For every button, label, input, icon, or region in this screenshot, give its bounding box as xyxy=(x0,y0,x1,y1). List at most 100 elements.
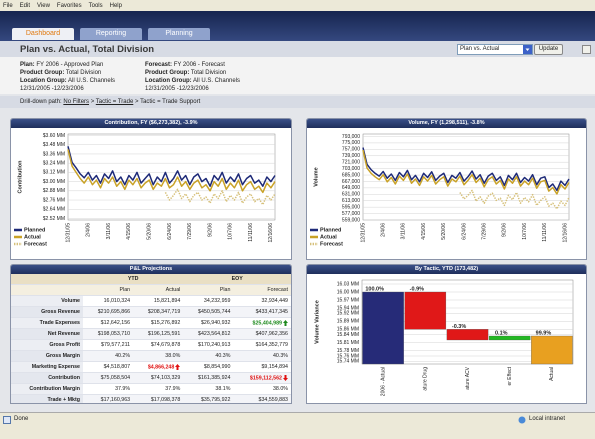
y-tick-label: 15.97 MM xyxy=(337,297,359,303)
y-tick-label: 15.86 MM xyxy=(337,327,359,333)
waterfall-bar xyxy=(446,329,489,341)
info-text: FY 2006 - Forecast xyxy=(173,62,225,68)
x-tick-label: 11/11/06 xyxy=(248,223,254,242)
x-tick-label: 12/16/06 xyxy=(268,223,274,243)
pl-panel: P&L Projections YTD EOY Plan Actual Plan Fore… xyxy=(10,264,292,404)
table-row: Gross Margin 40.2% 38.0% 40.3% 40.3% xyxy=(11,350,291,362)
update-button[interactable]: Update xyxy=(534,44,563,55)
table-cell: 32,934,449 xyxy=(233,295,291,307)
view-select-text: Plan vs. Actual xyxy=(460,46,500,52)
info-line: Product Group: Total Division xyxy=(20,69,115,77)
panel-title: Volume, FY (1,298,511), -3.8% xyxy=(307,119,586,128)
menu-item[interactable]: File xyxy=(3,2,13,9)
select-arrow[interactable] xyxy=(523,45,532,54)
waterfall-bar xyxy=(488,335,531,341)
table-cell: $450,505,744 xyxy=(183,306,234,318)
table-cell: $8,854,990 xyxy=(183,361,234,373)
x-tick-label: 9/2/06 xyxy=(502,223,508,237)
y-tick-label: $2.76 MM xyxy=(43,197,65,203)
menu-item[interactable]: View xyxy=(37,2,50,9)
y-tick-label: 15.76 MM xyxy=(337,353,359,359)
y-tick-label: 667,000 xyxy=(342,179,360,185)
bar-label: 0.1% xyxy=(495,330,508,336)
x-tick-label: 7/29/06 xyxy=(187,223,193,240)
zone-icon xyxy=(518,416,526,424)
table-cell: 15,821,894 xyxy=(133,295,184,307)
waterfall-bar xyxy=(531,335,573,365)
crumb-separator: > xyxy=(90,99,95,105)
y-tick-label: $3.60 MM xyxy=(43,133,65,139)
menu-item[interactable]: Edit xyxy=(19,2,31,9)
table-cell: $12,642,156 xyxy=(83,317,134,329)
table-cell: 34,232,959 xyxy=(183,295,234,307)
crumb-separator: > xyxy=(134,99,139,105)
bar-label: 99.9% xyxy=(536,330,552,336)
plan-info: Plan: FY 2006 - Approved Plan Product Gro… xyxy=(20,61,115,93)
info-line: Forecast: FY 2006 - Forecast xyxy=(145,61,240,69)
y-tick-label: 15.94 MM xyxy=(337,305,359,311)
status-icon xyxy=(3,416,11,424)
legend-label: Actual xyxy=(320,234,337,240)
tab[interactable]: Dashboard xyxy=(12,28,74,40)
tab[interactable]: Reporting xyxy=(80,28,142,40)
y-tick-label: 613,000 xyxy=(342,198,360,204)
x-tick-label: 2006 - Actual xyxy=(380,367,386,396)
contribution-panel: Contribution, FY ($6,273,382), -3.9% $3.… xyxy=(10,118,292,260)
x-tick-label: 12/31/05 xyxy=(360,223,366,243)
view-select[interactable]: Plan vs. Actual xyxy=(457,44,533,55)
y-tick-label: 721,000 xyxy=(342,160,360,166)
info-line: Location Group: All U.S. Channels xyxy=(20,77,115,85)
crumb-link[interactable]: No Filters xyxy=(63,99,90,105)
y-tick-label: 649,000 xyxy=(342,185,360,191)
minimize-button[interactable] xyxy=(582,45,591,54)
drilldown-label: Drill-down path: xyxy=(20,99,62,105)
row-label: Gross Revenue xyxy=(11,306,83,318)
panel-title: Contribution, FY ($6,273,382), -3.9% xyxy=(11,119,291,128)
table-cell: 16,010,324 xyxy=(83,295,134,307)
row-label: Trade + Mktg xyxy=(11,394,83,403)
table-cell: $4,866,248 xyxy=(133,361,184,373)
y-tick-label: 15.89 MM xyxy=(337,319,359,325)
x-tick-label: 11/11/06 xyxy=(542,223,548,242)
y-tick-label: $3.00 MM xyxy=(43,179,65,185)
info-line: Product Group: Total Division xyxy=(145,69,240,77)
y-tick-label: 15.74 MM xyxy=(337,359,359,365)
info-text: Total Division xyxy=(190,70,227,76)
tab[interactable]: Planning xyxy=(148,28,210,40)
line-series xyxy=(459,189,570,210)
x-tick-label: 5/20/06 xyxy=(441,223,447,240)
column-header: Forecast xyxy=(233,284,291,296)
arrow-shape xyxy=(283,374,288,381)
x-tick-label: 4/15/06 xyxy=(421,223,427,240)
table-cell: $161,385,924 xyxy=(183,372,234,384)
info-label: Product Group: xyxy=(20,70,65,76)
table-cell: $423,564,812 xyxy=(183,328,234,340)
menu-item[interactable]: Help xyxy=(109,2,122,9)
table-cell: $74,103,329 xyxy=(133,372,184,384)
menu-item[interactable]: Tools xyxy=(88,2,103,9)
crumb-link[interactable]: Tactic = Trade xyxy=(95,99,134,105)
info-text: 12/31/2005 -12/23/2006 xyxy=(20,86,84,92)
table-cell: 37.9% xyxy=(83,383,134,395)
table-row: Net Revenue $198,053,710 $196,125,591 $423,… xyxy=(11,328,291,340)
y-tick-label: 15.78 MM xyxy=(337,348,359,354)
menu-item[interactable]: Favorites xyxy=(56,2,82,9)
line-series xyxy=(164,188,276,206)
table-cell: $26,940,932 xyxy=(183,317,234,329)
x-tick-label: 3/11/06 xyxy=(401,223,407,240)
row-label: Net Revenue xyxy=(11,328,83,340)
table-cell: $164,352,779 xyxy=(233,339,291,351)
x-tick-label: 12/16/06 xyxy=(562,223,568,243)
table-cell: $4,518,807 xyxy=(83,361,134,373)
table-cell: 37.9% xyxy=(133,383,184,395)
info-area xyxy=(0,57,595,94)
volume-chart: 793,000775,000757,000739,000721,000703,0… xyxy=(310,133,570,247)
info-line: Plan: FY 2006 - Approved Plan xyxy=(20,61,115,69)
y-tick-label: $2.64 MM xyxy=(43,207,65,213)
row-label: Volume xyxy=(11,295,83,307)
table-cell: $210,695,866 xyxy=(83,306,134,318)
y-tick-label: 16.03 MM xyxy=(337,281,359,287)
table-cell: $196,125,591 xyxy=(133,328,184,340)
trend-arrow xyxy=(175,363,181,370)
